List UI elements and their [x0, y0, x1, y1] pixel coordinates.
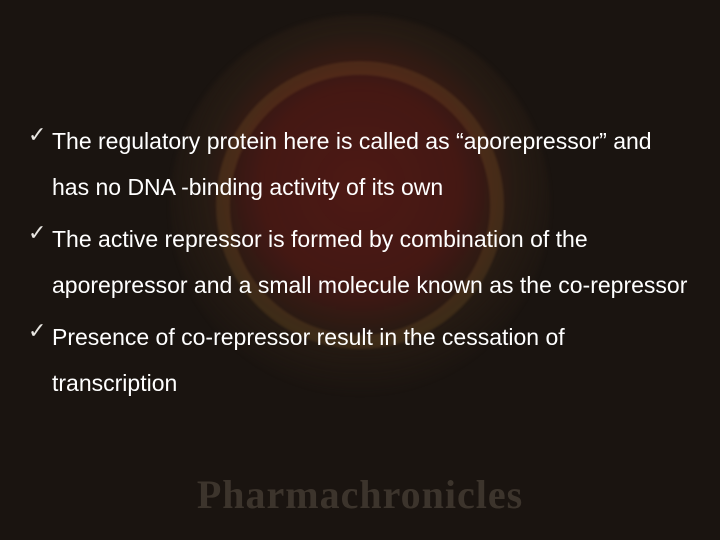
checkmark-icon: ✓ — [28, 314, 50, 348]
list-item: ✓ Presence of co-repressor result in the… — [28, 314, 692, 406]
checkmark-icon: ✓ — [28, 118, 50, 152]
list-item: ✓ The regulatory protein here is called … — [28, 118, 692, 210]
bullet-text: The regulatory protein here is called as… — [52, 118, 692, 210]
bullet-text: Presence of co-repressor result in the c… — [52, 314, 692, 406]
checkmark-icon: ✓ — [28, 216, 50, 250]
slide-body: ✓ The regulatory protein here is called … — [28, 118, 692, 412]
watermark-text: Pharmachronicles — [0, 471, 720, 518]
bullet-text: The active repressor is formed by combin… — [52, 216, 692, 308]
list-item: ✓ The active repressor is formed by comb… — [28, 216, 692, 308]
slide: ✓ The regulatory protein here is called … — [0, 0, 720, 540]
